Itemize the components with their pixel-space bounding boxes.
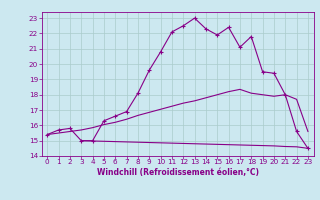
X-axis label: Windchill (Refroidissement éolien,°C): Windchill (Refroidissement éolien,°C)	[97, 168, 259, 177]
